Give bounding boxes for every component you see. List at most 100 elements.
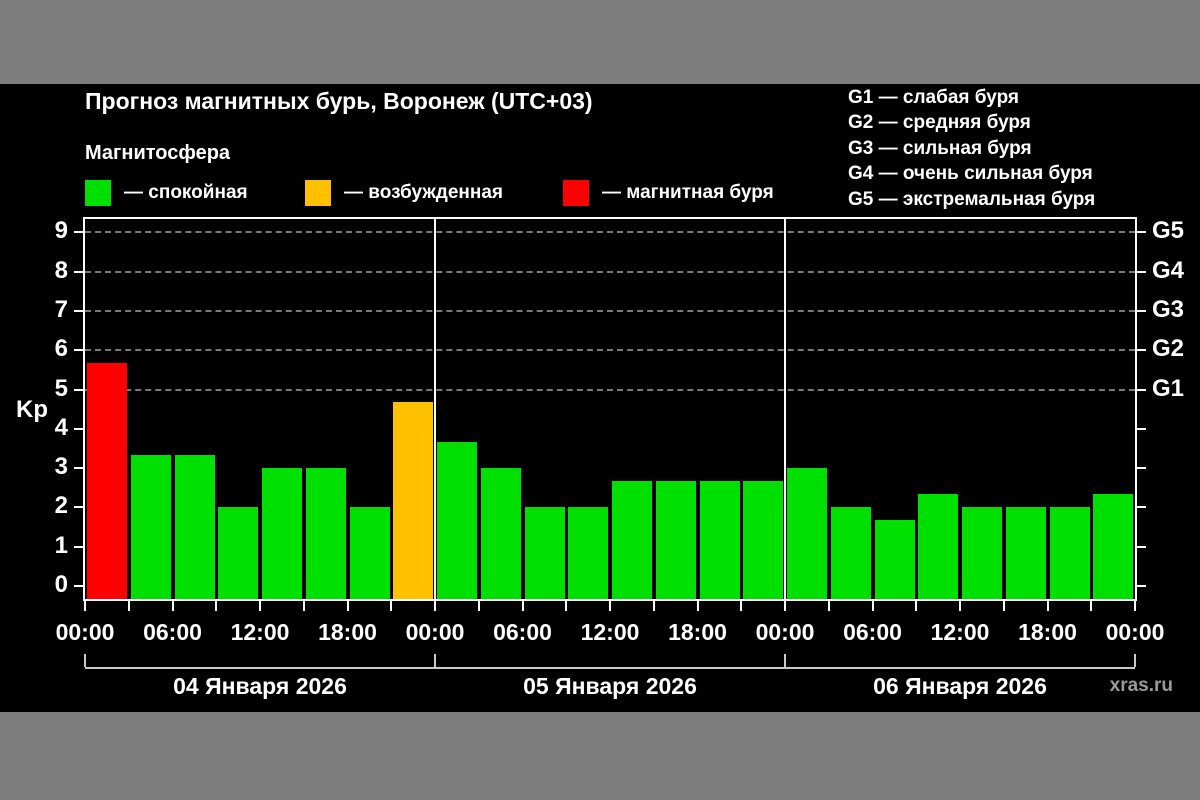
storm-scale-line-g1: G1 — слабая буря — [848, 87, 1020, 108]
storm-scale-line-g3: G3 — сильная буря — [848, 137, 1032, 159]
plot-area — [83, 217, 1137, 601]
excited-color-swatch — [305, 180, 331, 206]
x-tick — [1002, 601, 1005, 611]
date-bracket-tick — [1134, 654, 1136, 667]
g-scale-tick-label: G5 — [1152, 217, 1185, 245]
y-tick-label: 4 — [54, 413, 68, 441]
y-tick-left — [74, 388, 84, 391]
legend-label-excited: — возбужденная — [344, 182, 504, 203]
gridline-kp9 — [85, 231, 1135, 234]
x-tick — [171, 601, 174, 611]
g-scale-tick-label: G2 — [1152, 335, 1185, 363]
gridline-kp5 — [85, 388, 1135, 391]
x-tick — [84, 601, 86, 611]
y-tick-left — [74, 545, 84, 548]
date-bracket-line — [85, 667, 1135, 669]
x-tick — [740, 601, 743, 611]
y-tick-right — [1136, 270, 1146, 273]
kp-bar — [699, 481, 740, 599]
x-tick-label: 06:00 — [843, 619, 902, 645]
x-tick-label: 12:00 — [580, 619, 640, 645]
kp-bar — [1005, 507, 1046, 599]
legend-label-storm: — магнитная буря — [602, 182, 774, 203]
x-tick — [696, 601, 699, 611]
y-tick-right — [1136, 427, 1146, 430]
storm-color-swatch — [563, 180, 589, 206]
x-tick — [346, 601, 349, 611]
y-tick-left — [74, 270, 84, 273]
day-separator — [434, 219, 436, 599]
x-tick — [1134, 601, 1136, 611]
legend-item-excited: — возбужденная — [305, 180, 503, 206]
x-tick-label: 06:00 — [143, 619, 202, 645]
kp-bar — [612, 481, 652, 599]
kp-bar — [174, 455, 215, 599]
y-tick-right — [1136, 309, 1146, 312]
y-tick-right — [1136, 231, 1146, 234]
legend-item-storm: — магнитная буря — [563, 180, 774, 206]
kp-bar — [918, 494, 959, 599]
chart-region: Прогноз магнитных бурь, Воронеж (UTC+03)… — [0, 84, 1200, 712]
x-tick — [959, 601, 961, 611]
kp-bar — [349, 507, 390, 599]
kp-bar — [218, 507, 259, 599]
kp-bar — [568, 507, 609, 599]
kp-bar — [962, 507, 1002, 599]
y-tick-right — [1136, 349, 1146, 352]
x-tick — [565, 601, 568, 611]
x-tick — [652, 601, 655, 611]
kp-bar — [830, 507, 871, 599]
y-tick-left — [74, 506, 84, 509]
y-tick-left — [74, 585, 84, 587]
watermark: xras.ru — [1109, 675, 1173, 696]
x-tick-label: 06:00 — [493, 619, 552, 645]
y-tick-left — [74, 427, 84, 430]
x-tick-label: 12:00 — [930, 619, 990, 645]
x-tick — [609, 601, 611, 611]
legend-label-quiet: — спокойная — [124, 182, 248, 203]
y-axis-label: Kp — [16, 396, 48, 423]
y-tick-right — [1136, 545, 1146, 548]
y-tick-right — [1136, 467, 1146, 470]
y-tick-label: 9 — [54, 217, 68, 245]
g-scale-tick-label: G4 — [1152, 256, 1185, 284]
x-tick-label: 18:00 — [668, 619, 727, 645]
gridline-kp8 — [85, 270, 1135, 273]
page-title: Прогноз магнитных бурь, Воронеж (UTC+03) — [85, 88, 593, 114]
x-tick — [390, 601, 393, 611]
storm-scale-line-g2: G2 — средняя буря — [848, 112, 1031, 134]
x-tick-label: 12:00 — [230, 619, 290, 645]
x-tick-label: 00:00 — [1105, 619, 1165, 645]
storm-scale-line-g5: G5 — экстремальная буря — [848, 188, 1096, 210]
y-tick-label: 0 — [54, 571, 68, 598]
kp-bar — [480, 468, 521, 599]
x-tick — [127, 601, 130, 611]
g-scale-tick-label: G1 — [1152, 374, 1185, 402]
kp-bar — [1049, 507, 1090, 599]
kp-bar — [743, 481, 784, 599]
kp-bar — [524, 507, 565, 599]
kp-bar — [393, 402, 434, 599]
y-tick-right — [1136, 585, 1146, 587]
x-tick-label: 00:00 — [755, 619, 815, 645]
day-separator — [784, 219, 786, 599]
kp-bar — [787, 468, 827, 599]
x-tick — [871, 601, 874, 611]
date-label: 04 Января 2026 — [173, 673, 347, 699]
x-tick — [477, 601, 480, 611]
y-tick-label: 1 — [54, 531, 68, 559]
storm-scale-line-g4: G4 — очень сильная буря — [848, 163, 1093, 185]
y-tick-label: 6 — [54, 335, 68, 363]
kp-bar — [262, 468, 302, 599]
date-bracket-tick — [434, 654, 436, 667]
kp-bar — [1093, 494, 1134, 599]
y-tick-right — [1136, 388, 1146, 391]
date-bracket-tick — [784, 654, 786, 667]
date-label: 05 Января 2026 — [523, 673, 697, 699]
x-tick — [434, 601, 436, 611]
storm-scale-legend: G1 — слабая буря G2 — средняя буря G3 — … — [848, 85, 1095, 212]
y-tick-left — [74, 309, 84, 312]
y-tick-label: 7 — [54, 295, 68, 323]
chart-subtitle: Магнитосфера — [85, 142, 231, 164]
